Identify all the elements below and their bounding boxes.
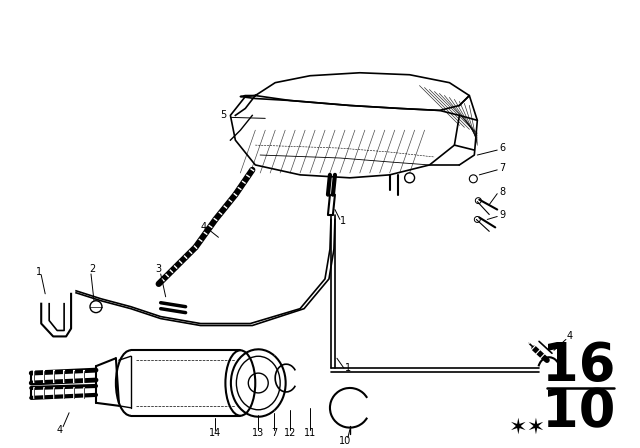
Text: 3: 3 xyxy=(156,264,162,274)
Text: 4: 4 xyxy=(567,332,573,341)
Text: 4: 4 xyxy=(56,425,62,435)
Text: 12: 12 xyxy=(284,427,296,438)
Text: 1: 1 xyxy=(36,267,42,277)
Text: 7: 7 xyxy=(271,427,277,438)
Text: 11: 11 xyxy=(304,427,316,438)
Text: 5: 5 xyxy=(220,110,227,121)
Text: 8: 8 xyxy=(499,187,506,197)
Text: 13: 13 xyxy=(252,427,264,438)
Text: 16: 16 xyxy=(542,340,616,392)
Text: 2: 2 xyxy=(89,264,95,274)
Text: 10: 10 xyxy=(542,387,616,439)
Text: 1: 1 xyxy=(340,216,346,226)
Text: 6: 6 xyxy=(499,143,506,153)
Text: 14: 14 xyxy=(209,427,221,438)
Text: ✶✶: ✶✶ xyxy=(508,418,546,438)
Text: 4: 4 xyxy=(200,222,207,233)
Text: 1: 1 xyxy=(345,363,351,373)
Text: 9: 9 xyxy=(499,210,506,220)
Text: 7: 7 xyxy=(499,163,506,173)
Text: 10: 10 xyxy=(339,435,351,445)
